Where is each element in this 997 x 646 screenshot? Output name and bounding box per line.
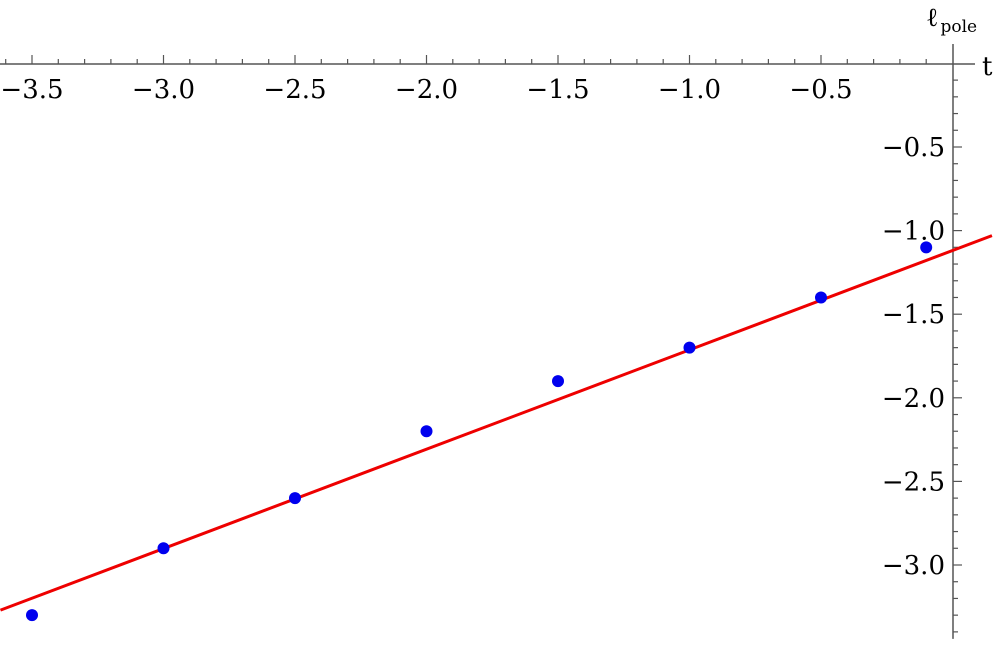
data-point: [683, 341, 696, 354]
y-axis-label-subscript: pole: [940, 17, 977, 37]
x-axis-label: t: [982, 52, 993, 82]
y-tick-label: −0.5: [882, 133, 945, 163]
data-point: [815, 291, 827, 304]
x-ticks: −3.5 −3.0 −2.5 −2.0 −1.5 −1.0 −0.5: [0, 55, 927, 105]
y-ticks: −0.5 −1.0 −1.5 −2.0 −2.5 −3.0: [882, 79, 962, 633]
fit-line-layer: [0, 234, 993, 612]
data-point: [157, 542, 170, 555]
y-tick-label: −2.0: [882, 384, 945, 414]
x-tick-label: −2.5: [263, 75, 326, 105]
data-point: [420, 425, 433, 438]
x-tick-label: −3.5: [0, 75, 63, 105]
x-tick-label: −1.5: [526, 75, 589, 105]
y-tick-label: −2.5: [882, 467, 945, 497]
y-axis-label: ℓ pole: [926, 3, 977, 37]
x-tick-label: −0.5: [789, 75, 852, 105]
x-tick-label: −1.0: [658, 75, 721, 105]
data-point: [552, 375, 564, 388]
y-axis-label-main: ℓ: [926, 3, 938, 33]
x-tick-label: −2.0: [395, 75, 458, 105]
axes: −3.5 −3.0 −2.5 −2.0 −1.5 −1.0 −0.5 −0.5 −1.0 −1.…: [0, 44, 975, 639]
y-tick-label: −1.5: [882, 300, 945, 330]
y-tick-label: −1.0: [882, 217, 945, 247]
x-tick-label: −3.0: [132, 75, 195, 105]
data-point: [920, 241, 933, 254]
fit-line: [0, 234, 993, 612]
y-tick-label: −3.0: [882, 551, 945, 581]
data-point: [289, 492, 301, 505]
data-point: [26, 609, 38, 622]
data-points-layer: [26, 241, 933, 622]
